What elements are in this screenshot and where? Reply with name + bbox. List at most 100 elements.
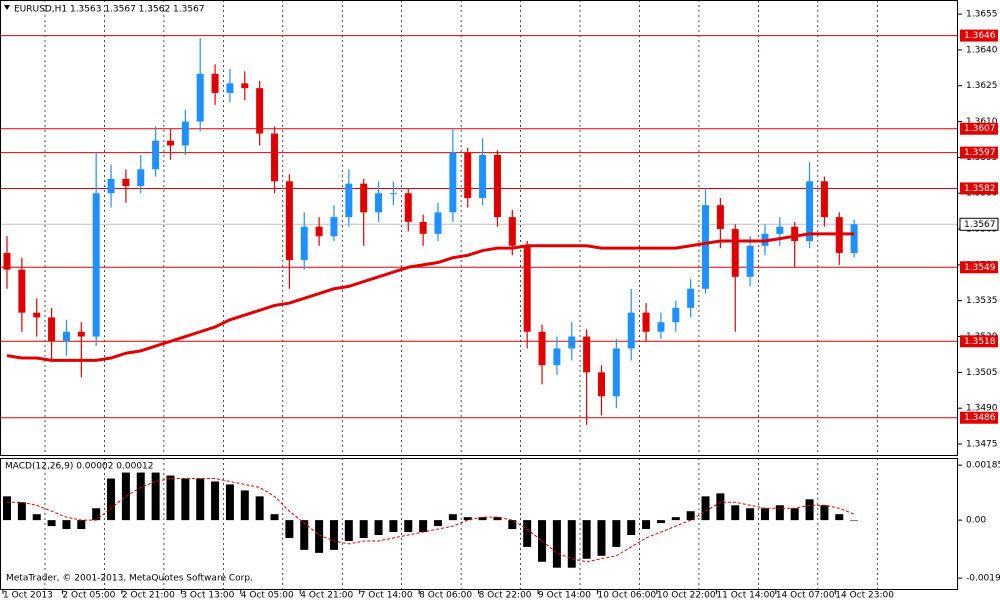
candle-body — [360, 183, 368, 213]
candle-body — [657, 322, 665, 332]
macd-bar — [181, 478, 190, 521]
y-tick-label: 1.3535 — [966, 296, 998, 306]
candle-body — [226, 83, 234, 93]
y-tick-label: -0.00195 — [966, 574, 1000, 584]
macd-bar — [166, 475, 175, 521]
macd-bar — [820, 505, 829, 521]
y-tick-label: 1.3505 — [966, 368, 998, 378]
macd-bar — [434, 520, 442, 527]
macd-bar — [136, 472, 145, 521]
y-tick-label: 1.3625 — [966, 81, 998, 91]
macd-bar — [790, 508, 799, 521]
x-tick-label: 8 Oct 06:00 — [419, 591, 472, 600]
candle-body — [62, 331, 70, 342]
level-label: 1.3582 — [964, 184, 996, 194]
level-label: 1.3486 — [964, 413, 996, 423]
level-box — [960, 335, 998, 348]
current-price-label: 1.3567 — [964, 220, 996, 230]
candle-body — [137, 169, 145, 187]
macd-signal — [7, 478, 855, 563]
macd-bar — [627, 520, 636, 535]
candle-body — [181, 121, 189, 146]
macd-bar — [760, 508, 769, 521]
macd-bar — [582, 520, 591, 559]
level-box — [960, 411, 998, 424]
x-tick-label: 4 Oct 21:00 — [300, 591, 353, 600]
candle-body — [538, 331, 546, 366]
macd-bar — [3, 496, 11, 521]
level-label: 1.3607 — [964, 124, 996, 134]
candle-body — [464, 152, 472, 199]
level-label: 1.3549 — [964, 263, 996, 273]
x-tick-label: 14 Oct 07:00 — [776, 591, 835, 600]
macd-bar — [389, 520, 398, 533]
candle-body — [776, 226, 784, 234]
macd-bar — [835, 514, 844, 521]
macd-bar — [686, 511, 695, 521]
macd-bar — [196, 478, 205, 521]
macd-bar — [523, 520, 532, 547]
x-tick-label: 1 Oct 2013 — [3, 591, 53, 600]
level-box — [960, 122, 998, 135]
candle-body — [330, 217, 338, 237]
macd-bar — [404, 520, 413, 533]
level-label: 1.3597 — [964, 148, 996, 158]
price-frame — [0, 0, 958, 456]
candle-body — [166, 140, 174, 146]
candle-body — [746, 245, 754, 277]
macd-bar — [419, 520, 428, 533]
macd-bar — [47, 520, 56, 527]
y-tick-label: 1.3490 — [966, 404, 998, 414]
macd-bar — [552, 520, 561, 568]
candle-body — [345, 183, 353, 218]
candle-body — [434, 212, 442, 234]
y-tick-label: 1.3655 — [966, 10, 998, 20]
candle-body — [702, 205, 710, 289]
macd-bar — [597, 520, 606, 556]
x-tick-label: 3 Oct 13:00 — [181, 591, 234, 600]
macd-title: MACD(12,26,9) 0.00002 0.00012 — [5, 462, 154, 472]
level-box — [960, 182, 998, 195]
candle-body — [375, 193, 383, 213]
macd-bar — [240, 490, 249, 521]
macd-bar — [211, 481, 220, 521]
macd-bar — [701, 496, 710, 521]
candle-body — [315, 226, 323, 237]
candle-body — [300, 226, 308, 261]
macd-bar — [77, 520, 86, 530]
footer: MetaTrader, © 2001-2013, MetaQuotes Soft… — [6, 574, 253, 584]
level-label: 1.3518 — [964, 337, 996, 347]
macd-bar — [567, 520, 576, 568]
macd-bar — [107, 478, 116, 521]
macd-bar — [731, 505, 740, 521]
x-tick-label: 9 Oct 14:00 — [538, 591, 591, 600]
candle-body — [597, 372, 605, 397]
macd-frame — [0, 458, 958, 590]
candle-body — [256, 88, 264, 134]
x-tick-label: 14 Oct 23:00 — [835, 591, 894, 600]
macd-bar — [17, 502, 26, 521]
macd-bar — [716, 493, 725, 521]
candle-body — [493, 155, 501, 218]
macd-bar — [612, 520, 621, 547]
candle-body — [419, 221, 427, 234]
macd-bar — [225, 484, 234, 521]
candle-body — [672, 307, 680, 323]
x-tick-label: 10 Oct 22:00 — [657, 591, 716, 600]
level-box — [960, 261, 998, 274]
candle-body — [508, 217, 516, 246]
x-tick-label: 2 Oct 21:00 — [122, 591, 175, 600]
candle-body — [196, 73, 204, 122]
candle-body — [687, 288, 695, 308]
candle-body — [285, 181, 293, 261]
candle-body — [627, 312, 635, 349]
y-tick-label: 1.3610 — [966, 117, 998, 127]
candle-body — [642, 312, 650, 332]
macd-bar — [315, 520, 324, 553]
macd-bar — [775, 505, 784, 521]
macd-bar — [32, 514, 41, 521]
macd-bar — [463, 517, 472, 521]
macd-bar — [359, 520, 368, 538]
